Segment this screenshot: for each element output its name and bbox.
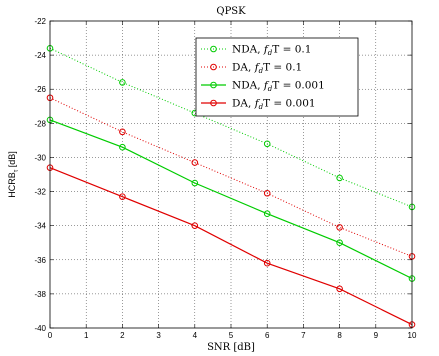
y-axis-title: HCRBτ [dB] (7, 151, 20, 198)
y-axis-title-unit: [dB] (7, 151, 17, 170)
data-point (119, 128, 126, 136)
y-tick-label: -38 (34, 290, 46, 299)
series-line (49, 47, 413, 208)
ticks (49, 20, 413, 329)
x-tick-label: 8 (337, 331, 342, 340)
x-tick-label: 9 (374, 331, 379, 340)
y-tick-label: -26 (34, 85, 46, 94)
legend-label-rest: T = 0.001 (263, 98, 316, 110)
tick-labels: 0 1 2 3 4 5 6 7 8 9 10 -40 -38 -36 -34 -32 -30 -28 -26 -24 -… (34, 17, 417, 340)
x-tick-label: 4 (193, 331, 198, 340)
legend-label-main: DA, (232, 62, 255, 74)
series-line (49, 97, 413, 257)
y-axis-title-sub: τ (13, 169, 20, 172)
legend-marker (210, 81, 217, 89)
data-point (119, 143, 126, 151)
data-point (119, 79, 126, 86)
y-tick-label: -40 (34, 324, 46, 333)
y-tick-label: -24 (34, 51, 46, 60)
x-tick-label: 10 (408, 331, 417, 340)
y-tick-label: -30 (34, 153, 46, 162)
data-point (263, 259, 271, 267)
series-line (49, 119, 413, 280)
data-point (263, 189, 271, 197)
legend-label-sub: d (268, 49, 273, 57)
data-point (336, 285, 343, 293)
legend-label: DA, fdT = 0.1 (232, 62, 302, 76)
legend-item-2: NDA, fdT = 0.001 (201, 80, 325, 94)
legend-label-main: NDA, (232, 80, 264, 92)
legend-label-var: f (254, 98, 261, 110)
x-tick-label: 6 (265, 331, 270, 340)
data-point (191, 222, 199, 229)
legend-label-rest: T = 0.1 (272, 44, 311, 56)
legend-label: DA, fdT = 0.001 (232, 98, 316, 112)
legend-label-var: f (254, 62, 261, 74)
legend-marker (210, 45, 217, 53)
y-tick-label: -32 (34, 188, 46, 197)
legend-item-1: DA, fdT = 0.1 (201, 62, 302, 76)
legend-label-rest: T = 0.1 (263, 62, 302, 74)
legend-marker (210, 99, 217, 107)
y-tick-label: -34 (34, 222, 46, 231)
legend-label-main: NDA, (232, 44, 264, 56)
legend-item-3: DA, fdT = 0.001 (201, 98, 316, 112)
x-tick-label: 1 (84, 331, 89, 340)
legend-marker (210, 63, 217, 71)
y-tick-label: -36 (34, 256, 46, 265)
data-point (191, 159, 199, 166)
data-point (263, 140, 271, 148)
x-tick-label: 5 (229, 331, 234, 340)
y-tick-label: -28 (34, 119, 46, 128)
y-tick-label: -22 (34, 17, 46, 26)
legend-label-sub: d (268, 85, 273, 93)
data-point (119, 193, 126, 200)
data-point (336, 224, 343, 231)
series-line (49, 167, 413, 326)
x-tick-label: 3 (156, 331, 161, 340)
legend-label-main: DA, (232, 98, 255, 110)
legend-label: NDA, fdT = 0.001 (232, 80, 325, 94)
data-point (191, 179, 199, 187)
legend-label-var: f (263, 44, 270, 56)
legend-label-sub: d (259, 103, 264, 111)
legend-label-rest: T = 0.001 (272, 80, 325, 92)
x-axis-title: SNR [dB] (207, 342, 255, 353)
data-point (336, 239, 343, 247)
legend-label-sub: d (259, 67, 264, 75)
chart-title: QPSK (216, 6, 246, 17)
legend-item-0: NDA, fdT = 0.1 (201, 44, 311, 58)
legend-label: NDA, fdT = 0.1 (232, 44, 311, 58)
data-point (336, 174, 343, 182)
y-axis-title-main: HCRB (7, 172, 17, 198)
x-tick-label: 2 (120, 331, 125, 340)
legend-label-var: f (263, 80, 270, 92)
x-tick-label: 7 (301, 331, 306, 340)
data-point (263, 210, 271, 218)
x-tick-label: 0 (48, 331, 53, 340)
